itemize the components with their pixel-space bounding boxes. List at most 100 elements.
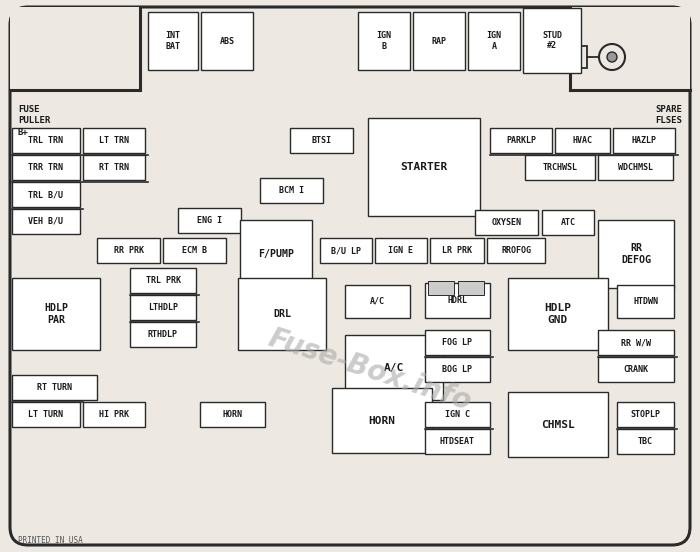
- Text: SPARE
FLSES: SPARE FLSES: [655, 105, 682, 125]
- Bar: [508, 392, 608, 457]
- Bar: [428, 281, 454, 295]
- Bar: [475, 210, 538, 235]
- Text: FOG LP: FOG LP: [442, 338, 472, 347]
- Bar: [12, 155, 80, 180]
- Bar: [345, 285, 410, 318]
- Bar: [10, 7, 140, 90]
- Text: TRL B/U: TRL B/U: [29, 190, 64, 199]
- Text: TBC: TBC: [638, 437, 653, 446]
- Bar: [83, 128, 145, 153]
- Bar: [201, 12, 253, 70]
- Text: WDCHMSL: WDCHMSL: [618, 163, 653, 172]
- Bar: [598, 155, 673, 180]
- Bar: [368, 118, 480, 216]
- Bar: [617, 285, 674, 318]
- Bar: [163, 238, 226, 263]
- Bar: [425, 429, 490, 454]
- Bar: [598, 357, 674, 382]
- Text: STARTER: STARTER: [400, 162, 447, 172]
- Bar: [598, 220, 674, 288]
- Text: TRR TRN: TRR TRN: [29, 163, 64, 172]
- Bar: [617, 402, 674, 427]
- Bar: [375, 238, 427, 263]
- Bar: [12, 278, 100, 350]
- Text: HDLP
PAR: HDLP PAR: [44, 303, 68, 325]
- Text: HVAC: HVAC: [573, 136, 592, 145]
- Text: RT TRN: RT TRN: [99, 163, 129, 172]
- Bar: [97, 238, 160, 263]
- Text: HAZLP: HAZLP: [631, 136, 657, 145]
- Bar: [525, 155, 595, 180]
- Text: A/C: A/C: [384, 363, 404, 373]
- Text: INT
BAT: INT BAT: [165, 31, 181, 51]
- Text: DRL: DRL: [273, 309, 291, 319]
- Circle shape: [599, 44, 625, 70]
- Text: RR
DEFOG: RR DEFOG: [621, 243, 651, 265]
- Text: CRANK: CRANK: [624, 365, 648, 374]
- FancyBboxPatch shape: [10, 7, 690, 545]
- Bar: [130, 268, 196, 293]
- Bar: [508, 278, 608, 350]
- Bar: [490, 128, 552, 153]
- Text: OXYSEN: OXYSEN: [491, 218, 522, 227]
- Text: FUSE
PULLER: FUSE PULLER: [18, 105, 50, 125]
- Text: IGN C: IGN C: [445, 410, 470, 419]
- Bar: [555, 128, 610, 153]
- Bar: [613, 128, 675, 153]
- Bar: [12, 182, 80, 207]
- Bar: [178, 208, 241, 233]
- Circle shape: [607, 52, 617, 62]
- Bar: [12, 128, 80, 153]
- Text: IGN E: IGN E: [389, 246, 414, 255]
- Bar: [83, 402, 145, 427]
- Text: HI PRK: HI PRK: [99, 410, 129, 419]
- Bar: [425, 402, 490, 427]
- Text: TRL PRK: TRL PRK: [146, 276, 181, 285]
- Text: TRCHWSL: TRCHWSL: [542, 163, 578, 172]
- Text: LR PRK: LR PRK: [442, 246, 472, 255]
- Text: B/U LP: B/U LP: [331, 246, 361, 255]
- Bar: [425, 357, 490, 382]
- Text: BOG LP: BOG LP: [442, 365, 472, 374]
- Bar: [290, 128, 353, 153]
- Bar: [570, 7, 690, 90]
- Bar: [332, 388, 432, 453]
- Bar: [320, 238, 372, 263]
- Bar: [345, 335, 443, 400]
- Text: BCM I: BCM I: [279, 186, 304, 195]
- Bar: [12, 375, 97, 400]
- Text: PARKLP: PARKLP: [506, 136, 536, 145]
- Text: ECM B: ECM B: [182, 246, 207, 255]
- Bar: [83, 155, 145, 180]
- Bar: [542, 210, 594, 235]
- Text: A/C: A/C: [370, 297, 385, 306]
- Text: LT TRN: LT TRN: [99, 136, 129, 145]
- Bar: [430, 238, 484, 263]
- Text: HTDSEAT: HTDSEAT: [440, 437, 475, 446]
- Text: ABS: ABS: [220, 36, 235, 45]
- Bar: [12, 209, 80, 234]
- Bar: [617, 429, 674, 454]
- Text: IGN
B: IGN B: [377, 31, 391, 51]
- Bar: [238, 278, 326, 350]
- Bar: [565, 46, 587, 68]
- Bar: [468, 12, 520, 70]
- Bar: [130, 322, 196, 347]
- Bar: [425, 330, 490, 355]
- Bar: [240, 220, 312, 288]
- Text: HORN: HORN: [223, 410, 242, 419]
- Text: HTDWN: HTDWN: [633, 297, 658, 306]
- Text: RAP: RAP: [431, 36, 447, 45]
- Bar: [260, 178, 323, 203]
- Text: F/PUMP: F/PUMP: [258, 249, 294, 259]
- Text: ENG I: ENG I: [197, 216, 222, 225]
- Text: RTHDLP: RTHDLP: [148, 330, 178, 339]
- Text: LT TURN: LT TURN: [29, 410, 64, 419]
- Bar: [523, 8, 581, 73]
- Text: RR PRK: RR PRK: [113, 246, 144, 255]
- Text: HDRL: HDRL: [447, 296, 468, 305]
- Bar: [487, 238, 545, 263]
- Text: STOPLP: STOPLP: [631, 410, 661, 419]
- Bar: [458, 281, 484, 295]
- Text: TRL TRN: TRL TRN: [29, 136, 64, 145]
